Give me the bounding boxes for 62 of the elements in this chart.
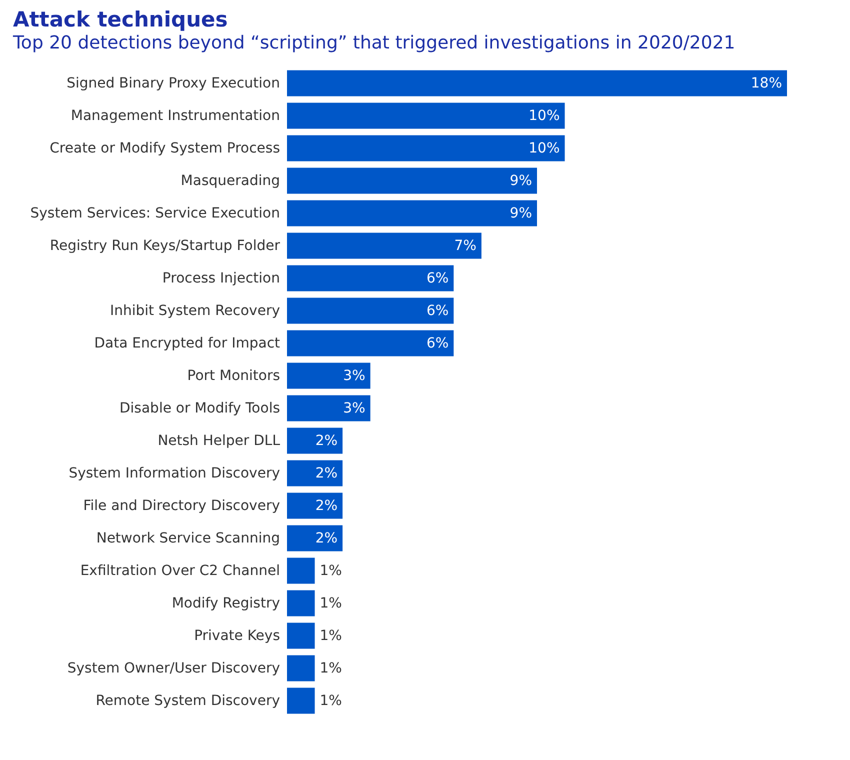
data-label: 3% bbox=[343, 368, 366, 384]
data-label: 1% bbox=[320, 595, 342, 612]
y-tick-label: Netsh Helper DLL bbox=[158, 432, 280, 449]
data-label: 2% bbox=[315, 432, 338, 449]
data-label: 9% bbox=[510, 205, 532, 222]
data-label: 1% bbox=[320, 692, 342, 709]
bar bbox=[287, 460, 343, 486]
bar bbox=[287, 200, 537, 226]
y-tick-label: Process Injection bbox=[162, 270, 280, 286]
data-label: 1% bbox=[320, 562, 342, 579]
bar bbox=[287, 525, 343, 552]
data-label: 1% bbox=[320, 660, 342, 676]
bar bbox=[287, 135, 565, 162]
data-label: 10% bbox=[528, 140, 560, 156]
y-tick-label: System Owner/User Discovery bbox=[67, 660, 280, 676]
bar bbox=[287, 298, 454, 324]
y-tick-label: Masquerading bbox=[180, 172, 280, 189]
data-label: 2% bbox=[315, 530, 338, 546]
y-tick-label: System Information Discovery bbox=[68, 465, 280, 482]
data-label: 1% bbox=[320, 628, 342, 644]
bar bbox=[287, 655, 315, 682]
bar bbox=[287, 70, 787, 96]
chart-subtitle: Top 20 detections beyond “scripting” that triggered investigations in 2020/2021 bbox=[12, 32, 736, 54]
y-tick-label: Registry Run Keys/Startup Folder bbox=[50, 238, 280, 254]
bar bbox=[287, 590, 315, 616]
bar bbox=[287, 362, 370, 389]
y-tick-label: System Services: Service Execution bbox=[30, 205, 280, 222]
bar bbox=[287, 265, 454, 292]
bar bbox=[287, 102, 565, 129]
data-label: 6% bbox=[426, 302, 449, 319]
y-tick-label: Remote System Discovery bbox=[96, 692, 280, 709]
data-label: 6% bbox=[426, 270, 449, 286]
data-label: 3% bbox=[343, 400, 366, 416]
data-label: 2% bbox=[315, 498, 338, 514]
y-tick-label: Data Encrypted for Impact bbox=[94, 335, 281, 352]
y-tick-label: Management Instrumentation bbox=[70, 108, 280, 124]
data-label: 10% bbox=[528, 108, 560, 124]
bar bbox=[287, 232, 482, 259]
bar bbox=[287, 688, 315, 714]
y-tick-label: Private Keys bbox=[194, 628, 280, 644]
bar bbox=[287, 395, 370, 422]
bar bbox=[287, 558, 315, 584]
y-tick-label: Disable or Modify Tools bbox=[120, 400, 280, 416]
data-label: 6% bbox=[426, 335, 449, 352]
bar bbox=[287, 492, 343, 519]
data-label: 9% bbox=[510, 172, 532, 189]
data-label: 2% bbox=[315, 465, 338, 482]
y-tick-label: Exfiltration Over C2 Channel bbox=[80, 562, 280, 579]
y-tick-label: Port Monitors bbox=[187, 368, 280, 384]
bar bbox=[287, 330, 454, 356]
y-tick-label: File and Directory Discovery bbox=[83, 498, 280, 514]
y-tick-label: Signed Binary Proxy Execution bbox=[66, 75, 280, 92]
chart-title: Attack techniques bbox=[13, 8, 228, 32]
y-tick-label: Modify Registry bbox=[172, 595, 280, 612]
data-label: 7% bbox=[454, 238, 476, 254]
data-label: 18% bbox=[750, 75, 782, 92]
y-tick-label: Create or Modify System Process bbox=[50, 140, 280, 156]
y-tick-label: Network Service Scanning bbox=[96, 530, 280, 546]
bar bbox=[287, 168, 537, 194]
y-tick-label: Inhibit System Recovery bbox=[110, 302, 280, 319]
bar bbox=[287, 622, 315, 649]
bar bbox=[287, 428, 343, 454]
